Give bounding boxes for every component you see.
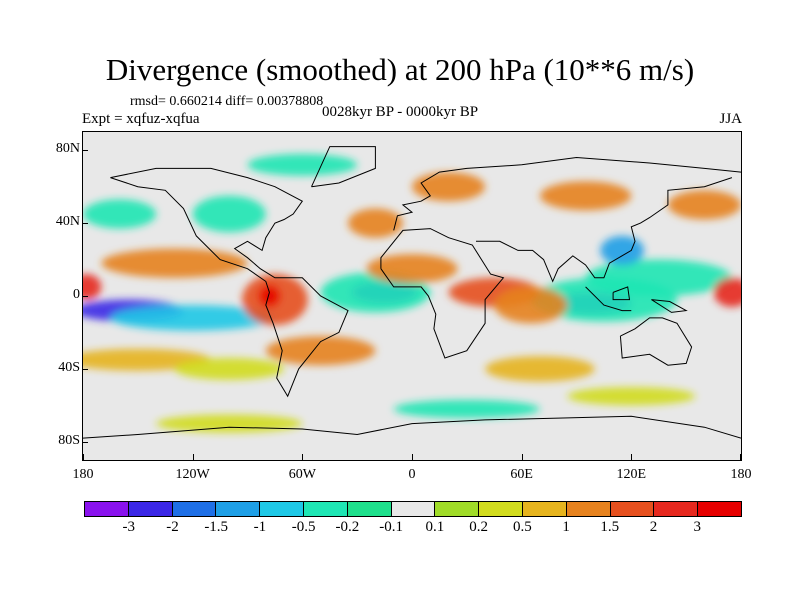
coastline-4	[476, 177, 733, 283]
lat-tick	[82, 368, 88, 370]
colorbar-cell	[698, 502, 741, 516]
field-south-pacific-green	[174, 357, 285, 380]
lat-label: 80N	[55, 141, 80, 157]
field-andes-strong-positive	[258, 285, 281, 307]
colorbar-cell	[610, 502, 655, 516]
colorbar-cell	[347, 502, 392, 516]
lon-label: 180	[72, 467, 94, 482]
lon-label: 180	[730, 467, 752, 482]
colorbar-cell	[566, 502, 611, 516]
lon-label: 120W	[175, 467, 210, 482]
colorbar-label: 0.5	[512, 519, 532, 535]
field-north-pacific-negative	[83, 199, 157, 229]
colorbar-label: -3	[122, 519, 135, 535]
field-south-ocean-negative	[393, 399, 540, 419]
lat-tick	[82, 296, 88, 297]
lat-tick	[82, 150, 88, 152]
field-east-pacific-negative-band	[110, 305, 275, 331]
coastline-5	[619, 317, 693, 366]
colorbar-label: -0.5	[291, 519, 316, 535]
colorbar-label: -1.5	[204, 519, 229, 535]
lat-label: 40S	[58, 359, 80, 375]
lat-tick	[82, 441, 88, 443]
colorbar-label: -2	[166, 519, 179, 535]
season-label: JJA	[719, 111, 742, 127]
colorbar-label: 3	[693, 519, 702, 535]
coastline-6	[585, 286, 632, 312]
lon-label: 0	[408, 467, 416, 482]
field-indian-ocean-positive	[494, 286, 568, 324]
lon-label: 60E	[510, 467, 533, 482]
coastline-8	[651, 299, 688, 313]
colorbar-label: 2	[649, 519, 658, 535]
lat-label: 0	[73, 287, 80, 302]
field-china-negative	[600, 235, 645, 266]
field-arctic-negative	[247, 153, 358, 176]
period-label: 0028kyr BP - 0000kyr BP	[321, 104, 479, 120]
map-canvas	[83, 132, 741, 460]
lat-label: 80S	[58, 432, 80, 448]
field-dateline-east-positive	[713, 277, 741, 307]
figure-title: Divergence (smoothed) at 200 hPa (10**6 …	[105, 52, 695, 87]
colorbar-cell	[128, 502, 173, 516]
colorbar-label: -0.2	[335, 519, 360, 535]
colorbar-label: 1	[562, 519, 570, 535]
colorbar-cell	[435, 502, 480, 516]
coastline-1	[311, 146, 376, 188]
field-siberia-positive	[539, 181, 632, 211]
colorbar-cell	[216, 502, 261, 516]
colorbar-cell	[260, 502, 304, 516]
field-southern-green-band	[567, 387, 696, 406]
field-south-indian-positive	[485, 356, 595, 382]
colorbar-label: -1	[253, 519, 267, 535]
colorbar-label: 0.1	[425, 519, 445, 535]
coastline-7	[612, 286, 631, 301]
field-north-america-negative	[192, 195, 266, 233]
stats-text: rmsd= 0.660214 diff= 0.00378808	[130, 94, 324, 109]
field-antarctic-positive	[156, 414, 303, 433]
field-west-africa-positive	[366, 254, 458, 284]
lon-tick	[412, 454, 413, 460]
field-north-atlantic-positive	[348, 208, 403, 238]
lon-tick	[302, 454, 304, 460]
lon-tick	[192, 454, 194, 460]
lon-label: 120E	[616, 467, 647, 482]
field-europe-positive	[412, 172, 486, 202]
lat-tick	[82, 223, 88, 225]
lon-tick	[740, 454, 741, 460]
colorbar	[84, 501, 742, 517]
colorbar-label: -0.1	[379, 519, 403, 535]
colorbar-cell	[85, 502, 129, 516]
field-north-pacific-positive	[667, 190, 741, 220]
field-date-line-positive	[83, 274, 102, 300]
coastline-9	[83, 415, 741, 439]
divergence-map	[82, 131, 742, 461]
colorbar-label: 1.5	[600, 519, 620, 535]
field-east-pacific-positive-north	[101, 248, 248, 278]
lon-label: 60W	[288, 467, 316, 482]
colorbar-cell	[172, 502, 217, 516]
lon-tick	[631, 454, 633, 460]
lon-tick	[521, 454, 523, 460]
colorbar-cell	[654, 502, 699, 516]
colorbar-cell	[522, 502, 567, 516]
colorbar-label: 0.2	[469, 519, 488, 535]
colorbar-cell	[391, 502, 436, 516]
experiment-label: Expt = xqfuz-xqfua	[82, 111, 200, 127]
lat-label: 40N	[55, 214, 80, 230]
coastline-2	[393, 156, 741, 231]
field-west-pacific-negative	[585, 259, 732, 296]
lon-tick	[83, 454, 84, 460]
colorbar-cell	[303, 502, 348, 516]
colorbar-cell	[479, 502, 523, 516]
field-south-atlantic-positive	[265, 336, 376, 366]
coastline-3	[380, 228, 505, 359]
coastline-0	[110, 167, 349, 398]
